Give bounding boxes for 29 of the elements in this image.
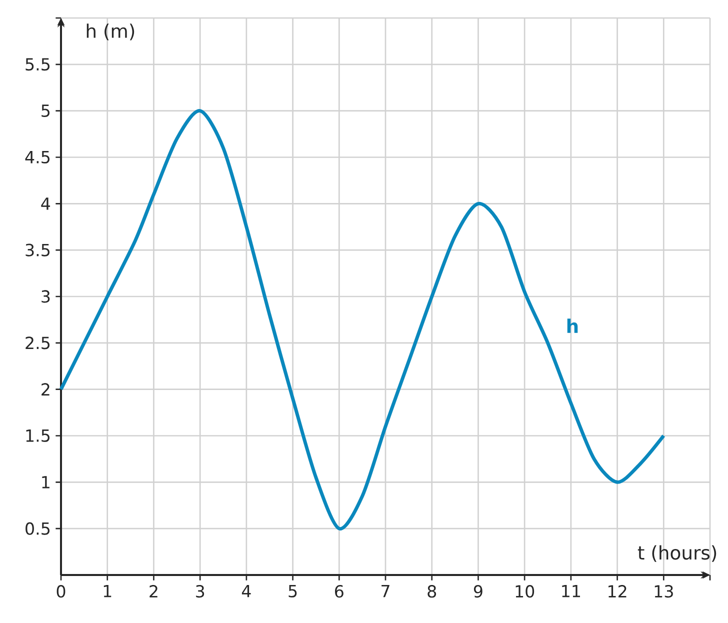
series-label: h xyxy=(567,318,578,333)
x-tick-label: 4 xyxy=(242,585,251,598)
y-tick-label: 2 xyxy=(42,383,50,396)
y-tick-label: 3.5 xyxy=(26,244,50,256)
x-tick-label: 10 xyxy=(516,585,534,598)
line-series xyxy=(59,109,666,530)
x-tick-label: 0 xyxy=(56,585,66,598)
y-tick-label: 0.5 xyxy=(26,522,50,535)
x-tick-label: 7 xyxy=(382,585,390,598)
x-tick-label: 5 xyxy=(288,585,297,598)
y-tick-label: 1.5 xyxy=(26,430,50,442)
y-tick-label: 4.5 xyxy=(25,151,50,164)
x-tick-label: 12 xyxy=(608,585,626,598)
x-tick-label: 2 xyxy=(150,585,158,598)
x-tick-label: 1 xyxy=(104,585,112,598)
y-tick-label: 2.5 xyxy=(26,336,50,350)
x-tick-label: 11 xyxy=(562,585,580,598)
y-tick-label: 5.5 xyxy=(26,58,50,71)
y-axis-title: h (m) xyxy=(86,24,134,40)
x-tick-label: 3 xyxy=(196,585,204,598)
x-tick-label: 6 xyxy=(335,585,344,598)
x-axis-title: t (hours) xyxy=(638,545,716,562)
x-tick-label: 8 xyxy=(428,585,436,598)
y-tick-label: 4 xyxy=(41,198,50,210)
y-tick-label: 5 xyxy=(42,104,50,118)
y-tick-label: 1 xyxy=(42,476,50,488)
x-tick-label: 9 xyxy=(474,585,482,598)
x-tick-label: 13 xyxy=(654,585,673,598)
y-tick-label: 3 xyxy=(42,290,50,303)
